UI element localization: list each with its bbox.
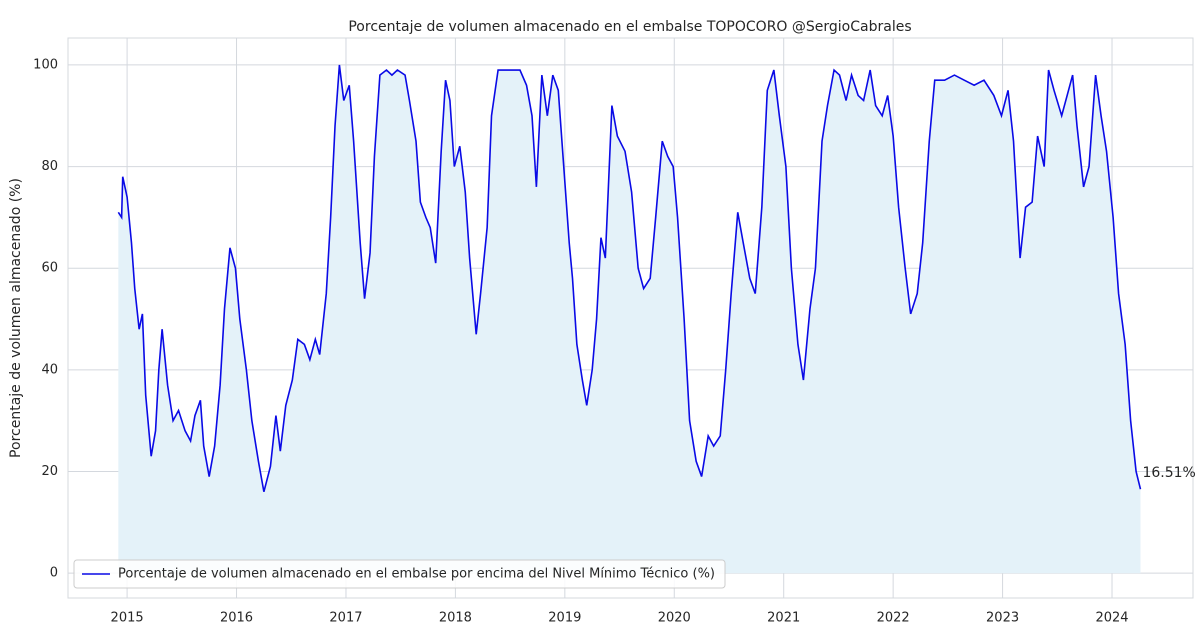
area <box>118 64 1141 574</box>
y-tick-label: 80 <box>41 159 58 174</box>
x-tick-label: 2023 <box>986 611 1019 626</box>
x-tick-label: 2017 <box>329 611 362 626</box>
x-tick-label: 2024 <box>1095 611 1128 626</box>
y-tick-label: 20 <box>41 464 58 479</box>
chart-title: Porcentaje de volumen almacenado en el e… <box>348 19 911 35</box>
y-tick-label: 60 <box>41 261 58 276</box>
x-tick-label: 2016 <box>220 611 253 626</box>
annotation: 16.51% <box>1142 465 1195 481</box>
x-tick-label: 2020 <box>658 611 691 626</box>
x-tick-label: 2019 <box>548 611 581 626</box>
line <box>117 64 1142 492</box>
x-tick-label: 2022 <box>877 611 910 626</box>
x-tick-label: 2018 <box>439 611 472 626</box>
x-tick-label: 2015 <box>111 611 144 626</box>
y-tick-label: 40 <box>41 362 58 377</box>
x-tick-label: 2021 <box>767 611 800 626</box>
legend-label: Porcentaje de volumen almacenado en el e… <box>118 567 715 582</box>
y-tick-label: 0 <box>50 566 58 581</box>
legend: Porcentaje de volumen almacenado en el e… <box>73 559 726 589</box>
y-tick-label: 100 <box>33 57 58 72</box>
y-axis-label: Porcentaje de volumen almacenado (%) <box>8 178 24 458</box>
legend-box <box>73 559 726 589</box>
